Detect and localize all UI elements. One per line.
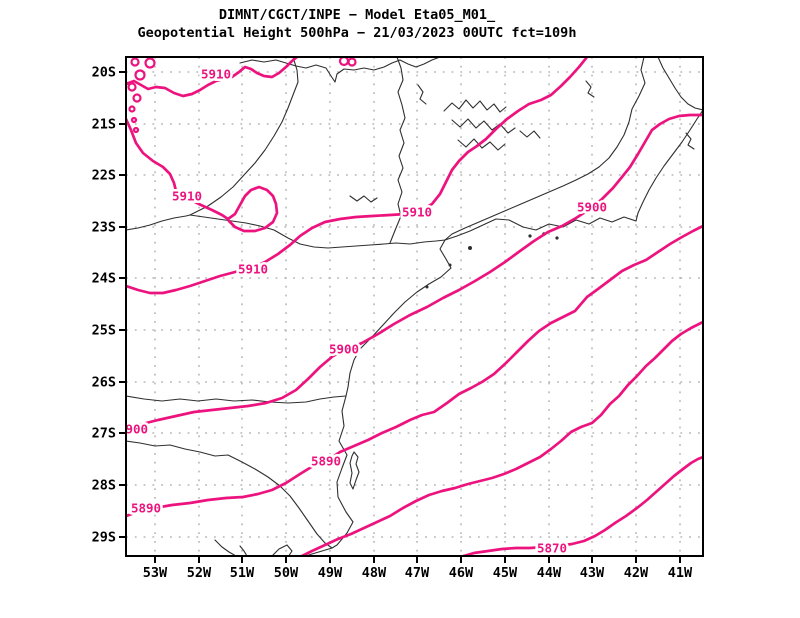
island-dot <box>425 285 429 289</box>
y-tick-label: 23S <box>92 220 116 236</box>
contour-closed-cell-5910 <box>130 116 138 124</box>
coastline-border-line <box>519 130 541 139</box>
contour-label-5910: 5910 <box>238 262 268 277</box>
coastline-border-line <box>451 118 516 134</box>
coastline-border-line <box>239 57 441 83</box>
contour-line-5890 <box>126 224 703 518</box>
coastline-border-line <box>389 57 406 244</box>
contour-closed-cell-5910 <box>127 82 137 92</box>
x-tick-label: 44W <box>537 565 562 581</box>
contour-closed-cell-5910 <box>134 69 146 81</box>
contour-line-5910 <box>126 57 589 295</box>
contour-layer <box>126 57 703 556</box>
x-tick-label: 51W <box>230 565 255 581</box>
island-dot <box>448 263 452 267</box>
contour-line-5880 <box>299 320 703 556</box>
map-frame <box>125 56 704 557</box>
map-titles: DIMNT/CGCT/INPE − Model Eta05_M01_ Geopo… <box>138 6 577 42</box>
contour-label-5890: 5890 <box>131 501 161 516</box>
y-tick-label: 27S <box>92 426 116 442</box>
axis-layer: 53W 52W 51W 50W 49W 48W 47W 46W 45W 44W 43W 42W 41W 2… <box>92 65 693 582</box>
x-tick-label: 52W <box>187 565 212 581</box>
contour-closed-cell-5910 <box>130 57 140 67</box>
contour-label-5900: 5900 <box>329 342 359 357</box>
y-tick-label: 20S <box>92 65 116 81</box>
contour-line-5910 <box>126 57 299 98</box>
contour-closed-cell-5910 <box>128 105 136 113</box>
contour-label-5910: 5910 <box>402 205 432 220</box>
contour-label-5910: 5910 <box>201 67 231 82</box>
coastline-border-line <box>417 84 427 105</box>
coastline-border-line <box>126 214 191 231</box>
contour-label-5900: 5900 <box>118 422 148 437</box>
contour-closed-cell-5910 <box>132 93 142 103</box>
x-tick-label: 45W <box>493 565 518 581</box>
contour-closed-cell-5910 <box>338 57 350 67</box>
map-title-line2: Geopotential Height 500hPa − 21/03/2023 … <box>137 25 577 41</box>
coastline-border-line <box>444 57 646 241</box>
contour-label-5910: 5910 <box>172 189 202 204</box>
coastline-border-line <box>189 57 299 216</box>
coastline-border-line <box>126 395 347 404</box>
coastline-border-line <box>189 214 446 249</box>
x-tick-label: 47W <box>405 565 430 581</box>
x-tick-label: 53W <box>143 565 168 581</box>
coastline-border-line <box>585 80 595 98</box>
coastline-border-line <box>443 99 507 113</box>
coastline-border-line <box>304 216 637 556</box>
y-tick-label: 26S <box>92 375 116 391</box>
coastline-border-line <box>126 440 333 549</box>
coastline-border-line <box>685 132 695 150</box>
y-tick-label: 28S <box>92 478 116 494</box>
y-tick-label: 21S <box>92 117 116 133</box>
contour-label-5900: 5900 <box>577 200 607 215</box>
y-tick-label: 25S <box>92 323 116 339</box>
x-tick-label: 42W <box>624 565 649 581</box>
x-tick-label: 49W <box>318 565 343 581</box>
island-dot <box>555 236 559 240</box>
coastline-border-line <box>657 57 703 111</box>
coastline-border-line <box>457 138 506 151</box>
contour-closed-cell-5910 <box>132 126 140 134</box>
coastline-border-line <box>635 109 703 222</box>
coastline-border-line <box>349 195 378 203</box>
contour-label-layer: 5910 5910 5910 5910 5900 5900 5900 5890 5890 5870 <box>118 64 610 556</box>
contour-label-5870: 5870 <box>537 541 567 556</box>
contour-closed-cell-5910 <box>347 57 357 67</box>
x-tick-label: 48W <box>362 565 387 581</box>
coastline-border-line <box>349 451 360 490</box>
coastline-border-line <box>271 544 293 556</box>
coastline-border-line <box>214 539 237 556</box>
x-tick-label: 41W <box>668 565 693 581</box>
y-tick-label: 24S <box>92 271 116 287</box>
y-tick-label: 22S <box>92 168 116 184</box>
x-tick-label: 46W <box>449 565 474 581</box>
map-title-line1: DIMNT/CGCT/INPE − Model Eta05_M01_ <box>218 7 496 23</box>
contour-line-5900 <box>126 113 703 430</box>
contour-closed-cell-5910 <box>144 57 156 69</box>
y-tick-label: 29S <box>92 530 116 546</box>
island-dot <box>468 246 472 250</box>
x-tick-label: 43W <box>580 565 605 581</box>
x-tick-label: 50W <box>274 565 299 581</box>
contour-line-5910 <box>126 117 279 233</box>
contour-line-5870 <box>459 455 703 556</box>
contour-label-5890: 5890 <box>311 454 341 469</box>
grid-layer <box>126 57 703 556</box>
island-dot <box>528 234 532 238</box>
coastline-border-line <box>239 545 248 556</box>
basemap-layer <box>126 57 703 556</box>
